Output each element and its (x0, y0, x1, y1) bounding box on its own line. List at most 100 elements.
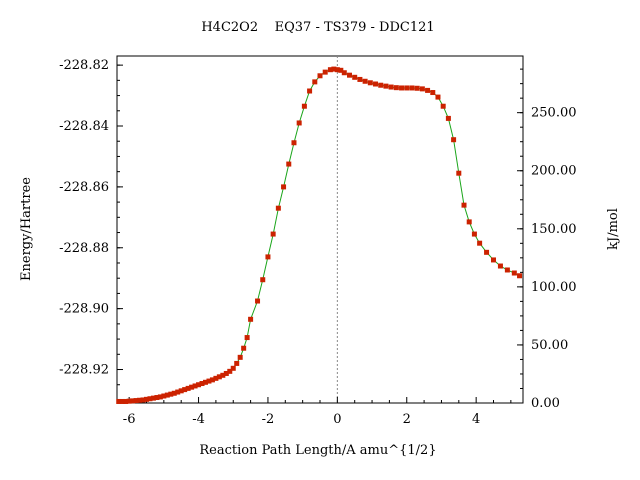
y2-tick-label: 150.00 (531, 222, 577, 237)
data-point (275, 205, 281, 211)
data-point (419, 86, 425, 92)
y2-tick-label: 0.00 (531, 396, 560, 411)
data-point (461, 202, 467, 208)
data-point (206, 378, 212, 384)
data-point (338, 67, 344, 73)
data-point (307, 88, 313, 94)
data-point (175, 389, 181, 395)
data-point (445, 115, 451, 121)
data-point (265, 254, 271, 260)
data-point (352, 74, 358, 80)
data-point (248, 316, 254, 322)
data-point (477, 240, 483, 246)
data-point (123, 398, 129, 404)
data-point (130, 398, 136, 404)
data-point (286, 161, 292, 167)
data-point (223, 370, 229, 376)
data-point (440, 103, 446, 109)
data-point (178, 388, 184, 394)
data-point (331, 66, 337, 72)
x-tick-label: -2 (262, 412, 275, 427)
data-point (244, 335, 250, 341)
data-point (484, 249, 490, 255)
data-point (404, 85, 410, 91)
y2-tick-label: 100.00 (531, 280, 577, 295)
data-point (327, 67, 333, 73)
data-point (143, 396, 149, 402)
data-point (260, 277, 266, 283)
data-point (168, 391, 174, 397)
data-point (357, 76, 363, 82)
plot-frame (116, 55, 524, 404)
data-point (199, 381, 205, 387)
data-point (517, 273, 523, 279)
data-point (334, 67, 340, 73)
data-point (281, 184, 287, 190)
data-point (409, 85, 415, 91)
data-point (341, 70, 347, 76)
data-point (317, 73, 323, 79)
data-point (182, 387, 188, 393)
data-point (430, 90, 436, 96)
data-point (425, 87, 431, 93)
data-point (133, 398, 139, 404)
y2-tick-label: 50.00 (531, 338, 568, 353)
data-point (234, 360, 240, 366)
data-point (164, 392, 170, 398)
data-point (456, 170, 462, 176)
y-axis-label: Energy/Hartree (19, 177, 34, 281)
data-point (322, 69, 328, 75)
data-point (378, 82, 384, 88)
x-tick-label: 4 (472, 412, 480, 427)
data-point (393, 85, 399, 91)
data-point (161, 393, 167, 399)
data-point (367, 80, 373, 86)
data-point (230, 365, 236, 371)
data-point (451, 137, 457, 143)
data-point (216, 374, 222, 380)
data-point (270, 231, 276, 237)
y-tick-label: -228.90 (59, 302, 109, 317)
data-point (171, 390, 177, 396)
y-tick-label: -228.88 (59, 241, 109, 256)
x-axis: -6 -4 -2 0 2 4 (123, 397, 512, 427)
data-point (119, 398, 125, 404)
x-tick-label: -6 (123, 412, 136, 427)
data-point (202, 379, 208, 385)
data-point (291, 140, 297, 146)
y-tick-label: -228.84 (59, 119, 109, 134)
data-point (414, 85, 420, 91)
data-point (241, 345, 247, 351)
data-point (189, 384, 195, 390)
series-points (116, 66, 523, 404)
series-line (118, 68, 520, 402)
data-point (140, 397, 146, 403)
x-tick-label: 2 (403, 412, 411, 427)
data-point (227, 368, 233, 374)
data-point (209, 377, 215, 383)
data-point (511, 270, 517, 276)
data-point (497, 263, 503, 269)
x-tick-label: 0 (333, 412, 341, 427)
y-tick-label: -228.82 (59, 58, 109, 73)
data-point (137, 397, 143, 403)
y-tick-label: -228.86 (59, 180, 109, 195)
data-point (196, 382, 202, 388)
data-point (435, 94, 441, 100)
y-axis-left: -228.82 -228.84 -228.86 -228.88 -228.90 -228.… (59, 58, 123, 401)
data-point (150, 395, 156, 401)
data-point (373, 81, 379, 87)
chart-title: H4C2O2 EQ37 - TS379 - DDC121 (201, 20, 434, 35)
data-point (399, 85, 405, 91)
data-point (213, 375, 219, 381)
x-axis-label: Reaction Path Length/A amu^{1/2} (199, 443, 436, 458)
y-tick-label: -228.92 (59, 363, 109, 378)
data-point (237, 354, 243, 360)
data-point (362, 78, 368, 84)
data-point (491, 257, 497, 263)
data-point (220, 372, 226, 378)
y-axis-right: 0.00 50.00 100.00 150.00 200.00 250.00 (517, 68, 577, 411)
x-tick-label: -4 (192, 412, 205, 427)
data-point (504, 267, 510, 273)
y2-axis-label: kJ/mol (606, 208, 621, 250)
